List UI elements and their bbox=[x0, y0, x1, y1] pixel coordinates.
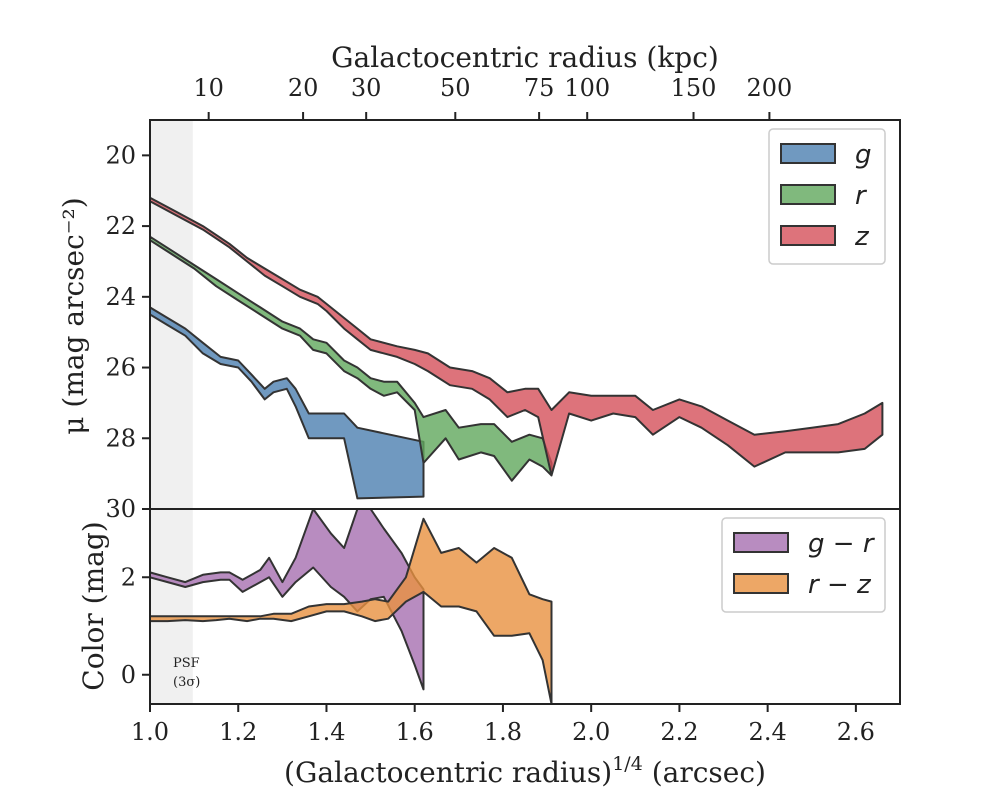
legend-swatch bbox=[780, 143, 836, 164]
legend-swatch bbox=[780, 184, 836, 205]
color-y-ticks: 02 bbox=[121, 563, 150, 689]
top-tick-label: 20 bbox=[288, 74, 319, 102]
top-tick-label: 200 bbox=[747, 74, 793, 102]
surface-brightness-bands bbox=[150, 196, 884, 500]
top-axis-title: Galactocentric radius (kpc) bbox=[331, 41, 719, 74]
y-tick-label: 28 bbox=[105, 424, 136, 452]
band-gr bbox=[150, 509, 425, 691]
legend-swatch bbox=[780, 225, 836, 246]
legend-swatch bbox=[733, 573, 789, 594]
x-tick-label: 1.2 bbox=[219, 718, 257, 746]
psf-shaded-region bbox=[150, 509, 193, 704]
x-tick-label: 2.2 bbox=[660, 718, 698, 746]
surface-brightness-panel: 20 22 24 26 28 30 grz bbox=[105, 119, 901, 523]
surface-brightness-legend: grz bbox=[768, 128, 886, 265]
color-y-title: Color (mag) bbox=[77, 521, 110, 690]
legend-label: r bbox=[855, 181, 868, 211]
psf-shade-rect bbox=[150, 509, 193, 704]
x-tick-label: 1.0 bbox=[131, 718, 169, 746]
y-tick-label: 20 bbox=[105, 141, 136, 169]
band-z bbox=[150, 196, 884, 477]
band-rz bbox=[150, 517, 553, 704]
x-tick-label: 2.6 bbox=[837, 718, 875, 746]
x-tick-label: 2.0 bbox=[572, 718, 610, 746]
top-tick-label: 50 bbox=[440, 74, 471, 102]
color-panel: 02 g − rr − z bbox=[121, 508, 901, 705]
x-tick-label: 1.4 bbox=[307, 718, 345, 746]
color-frame bbox=[149, 508, 901, 705]
psf-label-line2: (3σ) bbox=[173, 675, 200, 690]
legend-swatch bbox=[733, 532, 789, 553]
top-x-ticks: 10 20 30 50 75 100 150 200 bbox=[193, 74, 792, 120]
legend-label: z bbox=[854, 222, 870, 252]
color-bands bbox=[150, 509, 553, 704]
x-tick-label: 1.6 bbox=[396, 718, 434, 746]
band-g bbox=[150, 306, 425, 500]
x-tick-label: 2.4 bbox=[749, 718, 787, 746]
surface-brightness-y-title: μ (mag arcsec⁻²) bbox=[57, 197, 90, 434]
top-tick-label: 10 bbox=[193, 74, 224, 102]
y-tick-label: 24 bbox=[105, 283, 136, 311]
x-tick-label: 1.8 bbox=[484, 718, 522, 746]
y-tick-label: 26 bbox=[105, 354, 136, 382]
y-tick-label: 30 bbox=[105, 495, 136, 523]
top-tick-label: 75 bbox=[524, 74, 555, 102]
legend-label: g bbox=[855, 140, 872, 170]
psf-label-line1: PSF bbox=[173, 656, 200, 671]
top-tick-label: 150 bbox=[671, 74, 717, 102]
top-tick-label: 30 bbox=[351, 74, 382, 102]
bottom-x-ticks: 1.0 1.2 1.4 1.6 1.8 2.0 2.2 2.4 2.6 bbox=[131, 704, 875, 746]
y-tick-label: 22 bbox=[105, 212, 136, 240]
surface-brightness-y-ticks: 20 22 24 26 28 30 bbox=[105, 141, 150, 523]
legend-label: g − r bbox=[808, 529, 876, 559]
bottom-axis-title: (Galactocentric radius)1/4 (arcsec) bbox=[284, 753, 766, 789]
top-tick-label: 100 bbox=[564, 74, 610, 102]
y-tick-label: 2 bbox=[121, 563, 136, 591]
y-tick-label: 0 bbox=[121, 661, 136, 689]
legend-label: r − z bbox=[808, 570, 872, 600]
color-legend: g − r r − z bbox=[721, 517, 886, 613]
